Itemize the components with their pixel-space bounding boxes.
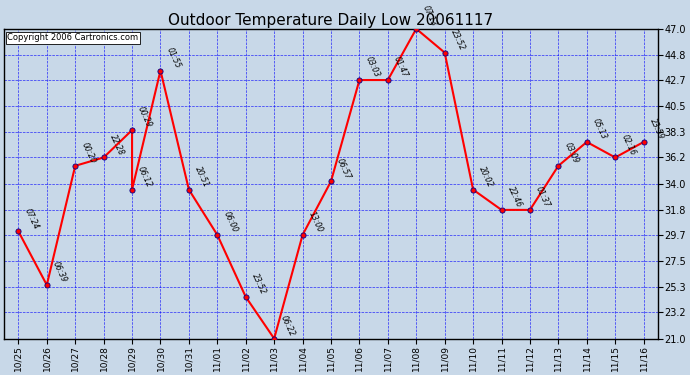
Text: 03:09: 03:09 (562, 141, 580, 165)
Point (70, 163, 81, 169)
Point (524, 207, 535, 213)
Text: 20:51: 20:51 (193, 165, 210, 189)
Text: 07:13: 07:13 (420, 4, 438, 28)
Title: Outdoor Temperature Daily Low 20061117: Outdoor Temperature Daily Low 20061117 (168, 13, 493, 28)
Point (212, 232, 223, 238)
Text: 00:20: 00:20 (79, 141, 97, 165)
Point (354, 77, 365, 83)
Text: 03:03: 03:03 (364, 56, 381, 79)
Text: 23:52: 23:52 (250, 272, 268, 296)
Point (240, 294, 251, 300)
Point (553, 163, 564, 169)
Point (411, 26, 422, 32)
Text: 06:39: 06:39 (51, 260, 68, 284)
Point (13, 228, 24, 234)
Text: 23:59: 23:59 (648, 117, 665, 141)
Text: 01:47: 01:47 (392, 56, 409, 79)
Point (268, 336, 279, 342)
Point (184, 187, 195, 193)
Text: 01:37: 01:37 (534, 185, 551, 209)
Point (297, 232, 308, 238)
Point (98, 154, 109, 160)
Point (638, 139, 649, 145)
Text: 13:00: 13:00 (307, 210, 324, 234)
Point (126, 127, 137, 133)
Text: 22:46: 22:46 (506, 185, 523, 209)
Point (496, 207, 507, 213)
Point (439, 50, 450, 55)
Text: 02:16: 02:16 (620, 133, 637, 157)
Text: 01:55: 01:55 (165, 46, 182, 70)
Text: Copyright 2006 Cartronics.com: Copyright 2006 Cartronics.com (8, 33, 139, 42)
Text: 00:29: 00:29 (136, 105, 154, 129)
Text: 06:22: 06:22 (278, 314, 296, 338)
Text: 05:13: 05:13 (591, 117, 609, 141)
Point (581, 139, 592, 145)
Text: 22:28: 22:28 (108, 133, 126, 157)
Text: 23:52: 23:52 (449, 28, 466, 52)
Point (41, 282, 52, 288)
Point (126, 187, 137, 193)
Point (468, 187, 479, 193)
Point (382, 77, 393, 83)
Text: 06:57: 06:57 (335, 157, 353, 180)
Text: 06:00: 06:00 (221, 210, 239, 234)
Point (610, 154, 621, 160)
Text: 07:24: 07:24 (23, 207, 40, 231)
Text: 20:02: 20:02 (477, 165, 495, 189)
Text: 06:12: 06:12 (136, 165, 154, 189)
Point (155, 68, 166, 74)
Point (326, 178, 337, 184)
